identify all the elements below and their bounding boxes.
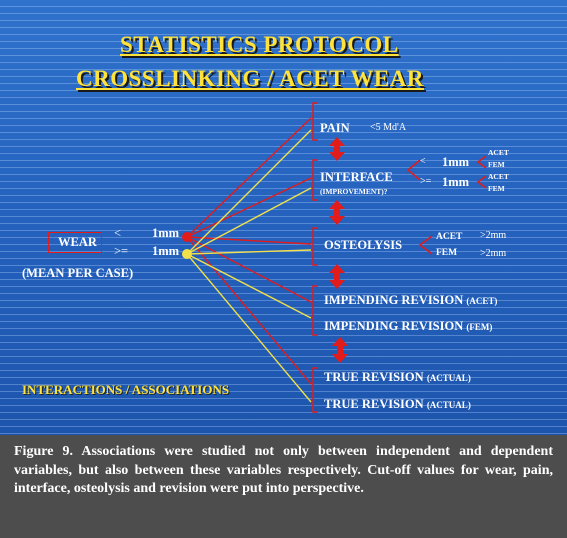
red-line-osteolysis [186, 236, 312, 245]
bracket-impending [312, 285, 318, 336]
red-line-pain [186, 117, 312, 238]
interface-acet-1: ACET [488, 148, 509, 157]
osteolysis-fem-value: >2mm [480, 248, 507, 259]
red-line-impending [186, 236, 312, 303]
red-line-interface [186, 177, 312, 238]
true-revision-qualifier-2: (ACTUAL) [426, 400, 471, 410]
osteolysis-split-arrow [418, 235, 433, 255]
true-revision-row-2: TRUE REVISION (ACTUAL) [324, 397, 471, 412]
impending-acet-qualifier: (ACET) [466, 296, 498, 306]
osteolysis-acet: ACET [436, 232, 463, 242]
true-revision-qualifier-1: (ACTUAL) [426, 373, 471, 383]
red-node [182, 232, 192, 242]
wear-note: (MEAN PER CASE) [22, 266, 134, 280]
true-revision-row-1: TRUE REVISION (ACTUAL) [324, 370, 471, 385]
wear-gte: >= [114, 244, 129, 258]
wear-lt: < [114, 226, 122, 240]
bracket-interface [312, 159, 318, 201]
pain-label: PAIN [320, 121, 350, 135]
yellow-line-impending [186, 253, 312, 319]
title-line-1: STATISTICS PROTOCOL [120, 32, 399, 57]
wear-value-1: 1mm [152, 226, 180, 240]
interface-gte: >= [420, 176, 432, 187]
yellow-line-interface [186, 187, 312, 255]
impending-fem-label: IMPENDING REVISION [324, 319, 464, 333]
slide: STATISTICS PROTOCOL CROSSLINKING / ACET … [0, 0, 567, 435]
impending-acet-row: IMPENDING REVISION (ACET) [324, 293, 497, 308]
interface-value-1: 1mm [442, 155, 470, 169]
yellow-node [182, 249, 192, 259]
true-revision-label-1: TRUE REVISION [324, 370, 424, 384]
interface-fem-1: FEM [488, 160, 505, 169]
osteolysis-acet-value: >2mm [480, 230, 507, 241]
yellow-line-pain [186, 129, 312, 255]
impending-fem-qualifier: (FEM) [466, 322, 493, 332]
connector-lines [182, 102, 487, 413]
interface-split-arrow [406, 159, 421, 181]
double-arrow-3 [329, 264, 345, 289]
interface-label: INTERFACE [320, 170, 393, 184]
interface-acet-arrow-1 [476, 155, 487, 169]
true-revision-label-2: TRUE REVISION [324, 397, 424, 411]
interface-sub: (IMPROVEMENT)? [320, 187, 388, 196]
wear-label: WEAR [58, 235, 97, 249]
interface-acet-2: ACET [488, 172, 509, 181]
double-arrow-2 [329, 200, 345, 225]
bracket-pain [312, 102, 318, 141]
red-line-revision [186, 236, 312, 385]
yellow-line-osteolysis [186, 249, 312, 255]
interface-acet-arrow-2 [476, 175, 487, 189]
pain-cutoff: <5 Md'A [370, 122, 407, 133]
yellow-line-revision [186, 253, 312, 403]
double-arrow-4 [332, 337, 348, 363]
wear-value-2: 1mm [152, 244, 180, 258]
interactions-label: INTERACTIONS / ASSOCIATIONS [22, 382, 230, 397]
impending-fem-row: IMPENDING REVISION (FEM) [324, 319, 492, 334]
impending-acet-label: IMPENDING REVISION [324, 293, 464, 307]
figure-caption: Figure 9. Associations were studied not … [0, 435, 567, 538]
bracket-revision [312, 367, 318, 413]
interface-value-2: 1mm [442, 175, 470, 189]
interface-lt: < [420, 156, 426, 167]
osteolysis-label: OSTEOLYSIS [324, 238, 403, 252]
osteolysis-fem: FEM [436, 248, 458, 258]
title-line-2: CROSSLINKING / ACET WEAR [76, 66, 424, 91]
double-arrow-1 [329, 137, 345, 161]
wear-box [48, 232, 102, 253]
background-stripes [0, 0, 567, 435]
bracket-osteolysis [312, 227, 318, 266]
interface-fem-2: FEM [488, 184, 505, 193]
